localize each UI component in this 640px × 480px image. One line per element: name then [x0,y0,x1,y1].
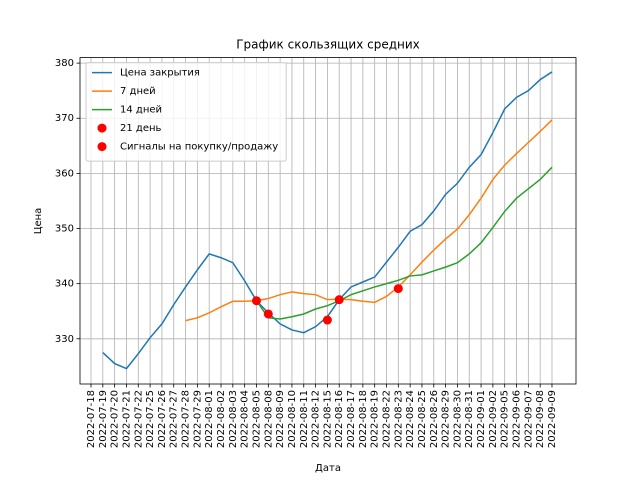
x-tick-label: 2022-09-05 [500,390,511,448]
series-line [185,119,553,322]
x-tick-label: 2022-08-30 [452,390,463,448]
x-tick-label: 2022-09-08 [535,390,546,448]
x-tick-label: 2022-08-01 [204,390,215,448]
y-tick-label: 350 [55,224,74,235]
x-tick-label: 2022-08-25 [417,390,428,448]
x-tick-label: 2022-07-18 [86,390,97,448]
signal-marker [251,296,261,306]
x-tick-label: 2022-08-04 [240,390,251,448]
x-tick-label: 2022-08-17 [346,390,357,448]
signal-marker [393,284,403,294]
x-tick-label: 2022-09-02 [488,390,499,448]
legend: Цена закрытия 7 дней 14 дней 21 день Сигналы… [85,62,287,162]
x-tick-label: 2022-07-25 [145,390,156,448]
signal-marker [263,309,273,319]
chart-title: График скользящих средних [236,38,420,52]
x-tick-label: 2022-07-29 [192,390,203,448]
series-line [255,166,553,320]
x-tick-label: 2022-09-09 [547,390,558,448]
x-tick-label: 2022-08-09 [275,390,286,448]
x-tick-label: 2022-08-16 [334,390,345,448]
x-tick-label: 2022-08-23 [393,390,404,448]
y-axis-label: Цена [33,208,44,235]
signal-marker [334,295,344,305]
x-tick-label: 2022-08-12 [311,390,322,448]
x-tick-label: 2022-08-02 [216,390,227,448]
x-tick-label: 2022-08-10 [287,390,298,448]
legend-label: Сигналы на покупку/продажу [120,142,278,153]
x-axis-label: Дата [315,463,341,474]
y-tick-label: 340 [55,279,74,290]
x-tick-label: 2022-08-29 [441,390,452,448]
y-tick-label: 360 [55,168,74,179]
x-tick-label: 2022-08-18 [358,390,369,448]
x-tick-label: 2022-07-21 [121,390,132,448]
plot-frame [79,57,577,385]
x-tick-label: 2022-07-27 [169,390,180,448]
x-tick-label: 2022-08-31 [464,390,475,448]
x-tick-label: 2022-09-01 [476,390,487,448]
y-tick-label: 370 [55,113,74,124]
legend-label: 7 дней [120,86,156,97]
y-tick-label: 330 [55,334,74,345]
x-tick-label: 2022-08-03 [228,390,239,448]
x-tick-label: 2022-07-28 [181,390,192,448]
x-tick-label: 2022-08-08 [263,390,274,448]
y-tick-label: 380 [55,58,74,69]
legend-swatch [97,123,107,133]
x-tick-label: 2022-08-24 [405,390,416,448]
x-tick-label: 2022-07-22 [133,390,144,448]
legend-swatch [97,142,107,152]
legend-frame [85,62,287,162]
x-tick-label: 2022-09-06 [512,390,523,448]
x-tick-label: 2022-08-15 [322,390,333,448]
legend-label: 14 дней [120,105,162,116]
legend-label: Цена закрытия [120,68,200,79]
x-tick-label: 2022-08-11 [299,390,310,448]
x-tick-label: 2022-08-05 [251,390,262,448]
x-tick-label: 2022-07-26 [157,390,168,448]
x-tick-label: 2022-08-26 [429,390,440,448]
x-tick-label: 2022-08-19 [370,390,381,448]
x-tick-label: 2022-07-20 [110,390,121,448]
x-tick-label: 2022-07-19 [98,390,109,448]
legend-label: 21 день [120,123,162,134]
x-tick-label: 2022-08-22 [382,390,393,448]
x-tick-label: 2022-09-07 [523,390,534,448]
signal-marker [322,315,332,325]
